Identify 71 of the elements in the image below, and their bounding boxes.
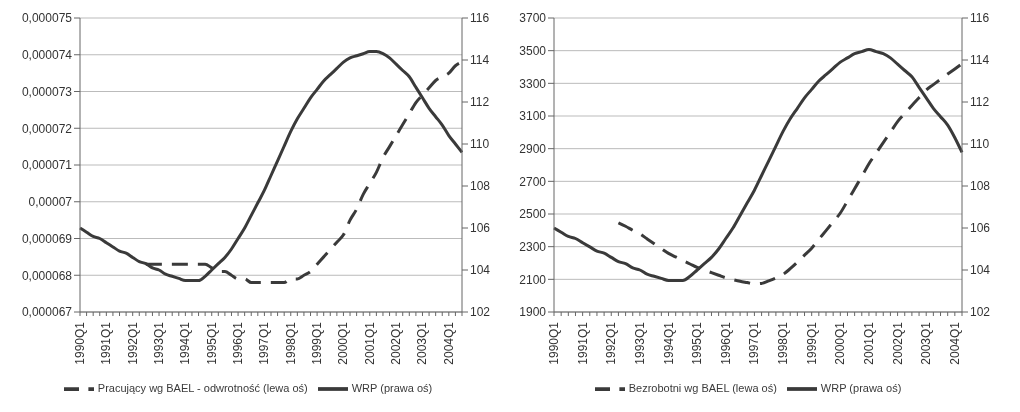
x-tick-label: 1992Q1 (604, 321, 619, 365)
y2-tick-label: 104 (470, 263, 491, 278)
x-tick-label: 2002Q1 (890, 321, 905, 365)
y2-tick-label: 114 (970, 53, 990, 68)
x-tick-label: 1991Q1 (99, 321, 114, 365)
x-tick-label: 2004Q1 (947, 321, 962, 365)
x-tick-label: 1990Q1 (547, 321, 561, 365)
y-tick-label: 0,000067 (21, 305, 73, 320)
y2-tick-label: 106 (970, 221, 991, 236)
y-tick-label: 3700 (519, 11, 547, 26)
x-tick-label: 1990Q1 (73, 321, 87, 365)
x-tick-label: 1999Q1 (310, 321, 325, 365)
x-tick-label: 1995Q1 (690, 321, 705, 365)
x-tick-label: 1992Q1 (125, 321, 140, 365)
x-tick-label: 2004Q1 (441, 321, 456, 365)
y-tick-label: 3300 (519, 76, 547, 91)
y-tick-label: 2700 (519, 174, 547, 189)
y2-tick-label: 110 (970, 137, 990, 152)
y2-tick-label: 116 (470, 11, 490, 26)
y-tick-label: 0,000069 (21, 231, 73, 246)
legend-label: WRP (prawa oś) (820, 381, 902, 394)
x-tick-label: 1991Q1 (575, 321, 590, 365)
y-tick-label: 0,000075 (21, 11, 73, 26)
y2-tick-label: 104 (970, 263, 991, 278)
y-tick-label: 1900 (519, 305, 547, 320)
x-tick-label: 1999Q1 (804, 321, 819, 365)
x-tick-label: 2000Q1 (833, 321, 848, 365)
y-tick-label: 2500 (519, 207, 547, 222)
y-tick-label: 0,000073 (21, 84, 73, 99)
x-tick-label: 1996Q1 (231, 321, 246, 365)
y2-tick-label: 108 (470, 179, 491, 194)
y-tick-label: 3500 (519, 43, 547, 58)
y2-tick-label: 106 (470, 221, 491, 236)
y2-tick-label: 114 (470, 53, 490, 68)
legend-label: WRP (prawa oś) (351, 381, 433, 394)
x-tick-label: 1993Q1 (152, 321, 167, 365)
y2-tick-label: 112 (470, 95, 490, 110)
y-tick-label: 2300 (519, 239, 547, 254)
y2-tick-label: 116 (970, 11, 990, 26)
x-tick-label: 1994Q1 (178, 321, 193, 365)
x-tick-label: 1998Q1 (283, 321, 298, 365)
x-tick-label: 1997Q1 (747, 321, 762, 365)
x-tick-label: 2003Q1 (415, 321, 430, 365)
y-tick-label: 0,000072 (21, 121, 73, 136)
y2-tick-label: 102 (470, 305, 491, 320)
y2-tick-label: 112 (970, 95, 990, 110)
y-tick-label: 0,000071 (21, 158, 73, 173)
x-tick-label: 2000Q1 (336, 321, 351, 365)
legend-label: Pracujący wg BAEL - odwrotność (lewa oś) (97, 381, 308, 394)
x-tick-label: 1996Q1 (718, 321, 733, 365)
line-series (552, 48, 964, 282)
legend-label: Bezrobotni wg BAEL (lewa oś) (628, 381, 777, 394)
x-tick-label: 2001Q1 (861, 321, 876, 365)
x-tick-label: 2002Q1 (389, 321, 404, 365)
y-tick-label: 2900 (519, 141, 547, 156)
y-tick-label: 0,00007 (28, 195, 73, 210)
x-tick-label: 1995Q1 (204, 321, 219, 365)
x-tick-label: 1993Q1 (632, 321, 647, 365)
y2-tick-label: 102 (970, 305, 991, 320)
y-tick-label: 2100 (519, 272, 547, 287)
y-tick-label: 0,000074 (21, 48, 73, 63)
x-tick-label: 2003Q1 (919, 321, 934, 365)
x-tick-label: 1994Q1 (661, 321, 676, 365)
x-tick-label: 2001Q1 (362, 321, 377, 365)
y2-tick-label: 108 (970, 179, 991, 194)
line-series (78, 50, 464, 282)
y2-tick-label: 110 (470, 137, 490, 152)
y-tick-label: 3100 (519, 109, 547, 124)
x-tick-label: 1998Q1 (776, 321, 791, 365)
x-tick-label: 1997Q1 (257, 321, 272, 365)
y-tick-label: 0,000068 (21, 268, 73, 283)
